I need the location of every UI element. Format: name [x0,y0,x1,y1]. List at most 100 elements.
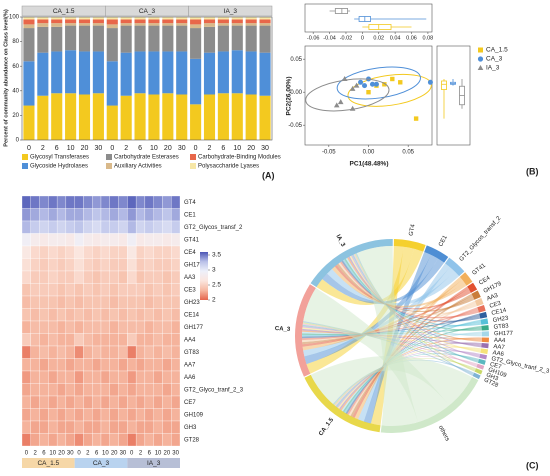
bar-segment [78,25,91,52]
col-label: 6 [95,451,99,457]
y-tick-label: 40 [12,88,19,94]
x-tick-label: 0.05 [402,150,414,156]
heat-cell [21,308,31,322]
heat-cell [162,345,172,359]
y-tick-label: 0 [16,138,20,144]
heat-cell [48,208,58,222]
x-tick-label: 10 [233,145,241,152]
heat-cell [56,408,67,422]
bar-segment [23,61,35,106]
bar-segment [51,26,63,52]
heat-cell [65,195,75,209]
chord [338,262,477,315]
heat-cell [48,370,58,384]
bar-segment [65,93,77,140]
bar-segment [245,17,257,20]
heat-cell [171,420,181,434]
heat-cell [171,408,181,422]
heat-cell [109,220,119,234]
colorbar-label: 2 [212,297,216,304]
heat-cell [127,333,137,347]
heat-cell [56,383,67,397]
group-bar [22,458,75,468]
heat-cell [56,433,67,447]
bar-segment [134,51,146,94]
heat-cell [135,208,146,222]
col-label: 10 [102,451,109,457]
heat-cell [171,245,181,259]
point [382,82,387,87]
heat-cell [118,283,128,297]
heat-cell [39,395,49,409]
heat-cell [100,320,110,334]
bar-segment [245,19,257,24]
heat-cell [153,383,163,397]
heat-cell [39,308,49,322]
heat-cell [30,333,40,347]
heat-cell [39,208,49,222]
heat-cell [100,208,110,222]
heat-cell [74,320,84,334]
bar-segment [37,26,49,53]
row-label: GT4 [184,200,196,206]
heat-cell [56,245,67,259]
y-tick-label: -0.05 [288,123,302,129]
heat-cell [127,258,137,272]
col-label: 10 [155,451,162,457]
heat-cell [92,383,102,397]
bar-segment [120,52,132,96]
heat-cell [100,195,110,209]
row-label: CE14 [184,312,200,318]
heat-cell [127,208,137,222]
heat-cell [92,195,102,209]
heat-cell [21,283,31,297]
heat-cell [48,333,58,347]
heat-cell [74,408,84,422]
heat-cell [118,358,128,372]
heat-cell [162,308,172,322]
bar-segment [65,23,77,26]
heat-cell [56,308,67,322]
bar-segment [259,19,271,24]
heat-cell [162,358,172,372]
heat-cell [100,370,110,384]
heat-cell [74,195,84,209]
heat-cell [144,420,154,434]
row-label: GH179 [184,262,204,268]
heat-cell [83,308,93,322]
segment-label: IA_3 [334,234,346,249]
heat-cell [153,320,163,334]
bar-segment [134,19,146,24]
bar-segment [23,24,35,29]
heat-cell [109,433,119,447]
heat-cell [83,283,93,297]
chord [304,254,439,365]
chord [303,287,450,423]
heat-cell [92,308,102,322]
col-label: 20 [111,451,118,457]
y-tick-label: 0.00 [290,90,302,96]
heat-cell [92,258,102,272]
heat-cell [118,408,128,422]
heat-cell [30,220,40,234]
row-label: CE1 [184,212,196,218]
col-label: 30 [120,451,127,457]
heat-cell [135,295,146,309]
heat-cell [21,258,31,272]
group-label: IA_3 [147,460,161,467]
heat-cell [162,283,172,297]
colorbar-label: 3.5 [212,252,221,259]
heat-cell [92,220,102,234]
heat-cell [127,420,137,434]
heat-cell [153,283,163,297]
heat-cell [83,320,93,334]
heat-cell [74,295,84,309]
bar-segment [217,25,229,52]
heat-cell [56,195,67,209]
heat-cell [109,283,119,297]
heat-cell [100,308,110,322]
heat-cell [39,233,49,247]
heat-cell [92,283,102,297]
bar-segment [259,17,271,20]
heat-cell [65,420,75,434]
